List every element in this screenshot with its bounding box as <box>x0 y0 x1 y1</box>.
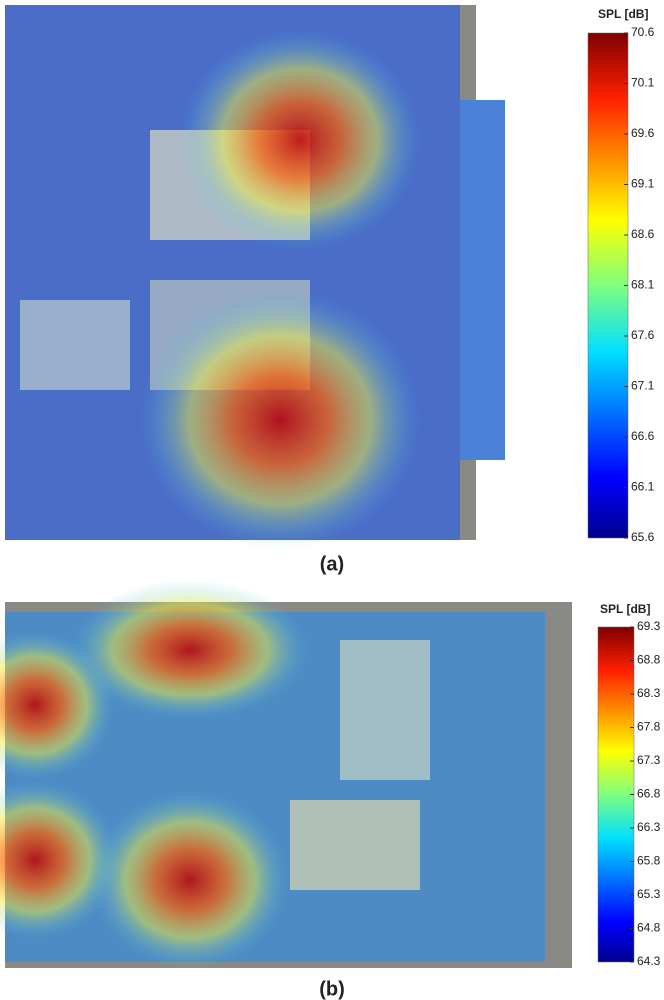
figure: SPL [dB] (a) 65.6 66.1 66.6 67.1 67.6 68.1 68.6 6… <box>0 0 664 1000</box>
colorbar-tick-label: 68.1 <box>631 278 655 292</box>
panel-label: (b) <box>319 978 345 1000</box>
colorbar-tick-label: 68.8 <box>637 653 661 667</box>
colorbar-tick-label: 65.8 <box>637 854 661 868</box>
colorbar-title: SPL [dB] <box>600 602 650 616</box>
colorbar-tick-label: 65.6 <box>631 530 655 544</box>
colorbar-tick-label: 67.6 <box>631 328 655 342</box>
colorbar-tick-label: 66.1 <box>631 480 655 494</box>
colorbar-tick-label: 69.1 <box>631 177 655 191</box>
colorbar-tick-label: 64.8 <box>637 921 661 935</box>
colorbar-tick-label: 70.1 <box>631 76 655 90</box>
colorbar-tick-label: 69.3 <box>637 619 661 633</box>
colorbar-tick-label: 68.3 <box>637 686 661 700</box>
colorbar <box>598 627 634 962</box>
colorbar-tick-label: 66.8 <box>637 787 661 801</box>
colorbar-tick-label: 67.8 <box>637 720 661 734</box>
colorbar <box>588 33 628 538</box>
panel-label: (a) <box>320 553 344 575</box>
colorbar-tick-label: 67.1 <box>631 379 655 393</box>
colorbar-tick-label: 66.6 <box>631 429 655 443</box>
colorbar-title: SPL [dB] <box>598 7 648 21</box>
panel-a-image <box>5 5 505 550</box>
page: {"chart_data": [ {"type": "heatmap", "la… <box>0 0 664 1000</box>
colorbar-tick-label: 65.3 <box>637 887 661 901</box>
colorbar-tick-label: 70.6 <box>631 25 655 39</box>
panel-b-image <box>0 580 572 970</box>
colorbar-tick-label: 68.6 <box>631 227 655 241</box>
colorbar-tick-label: 64.3 <box>637 954 661 968</box>
colorbar-tick-label: 69.6 <box>631 126 655 140</box>
colorbar-tick-label: 66.3 <box>637 820 661 834</box>
colorbar-tick-label: 67.3 <box>637 753 661 767</box>
